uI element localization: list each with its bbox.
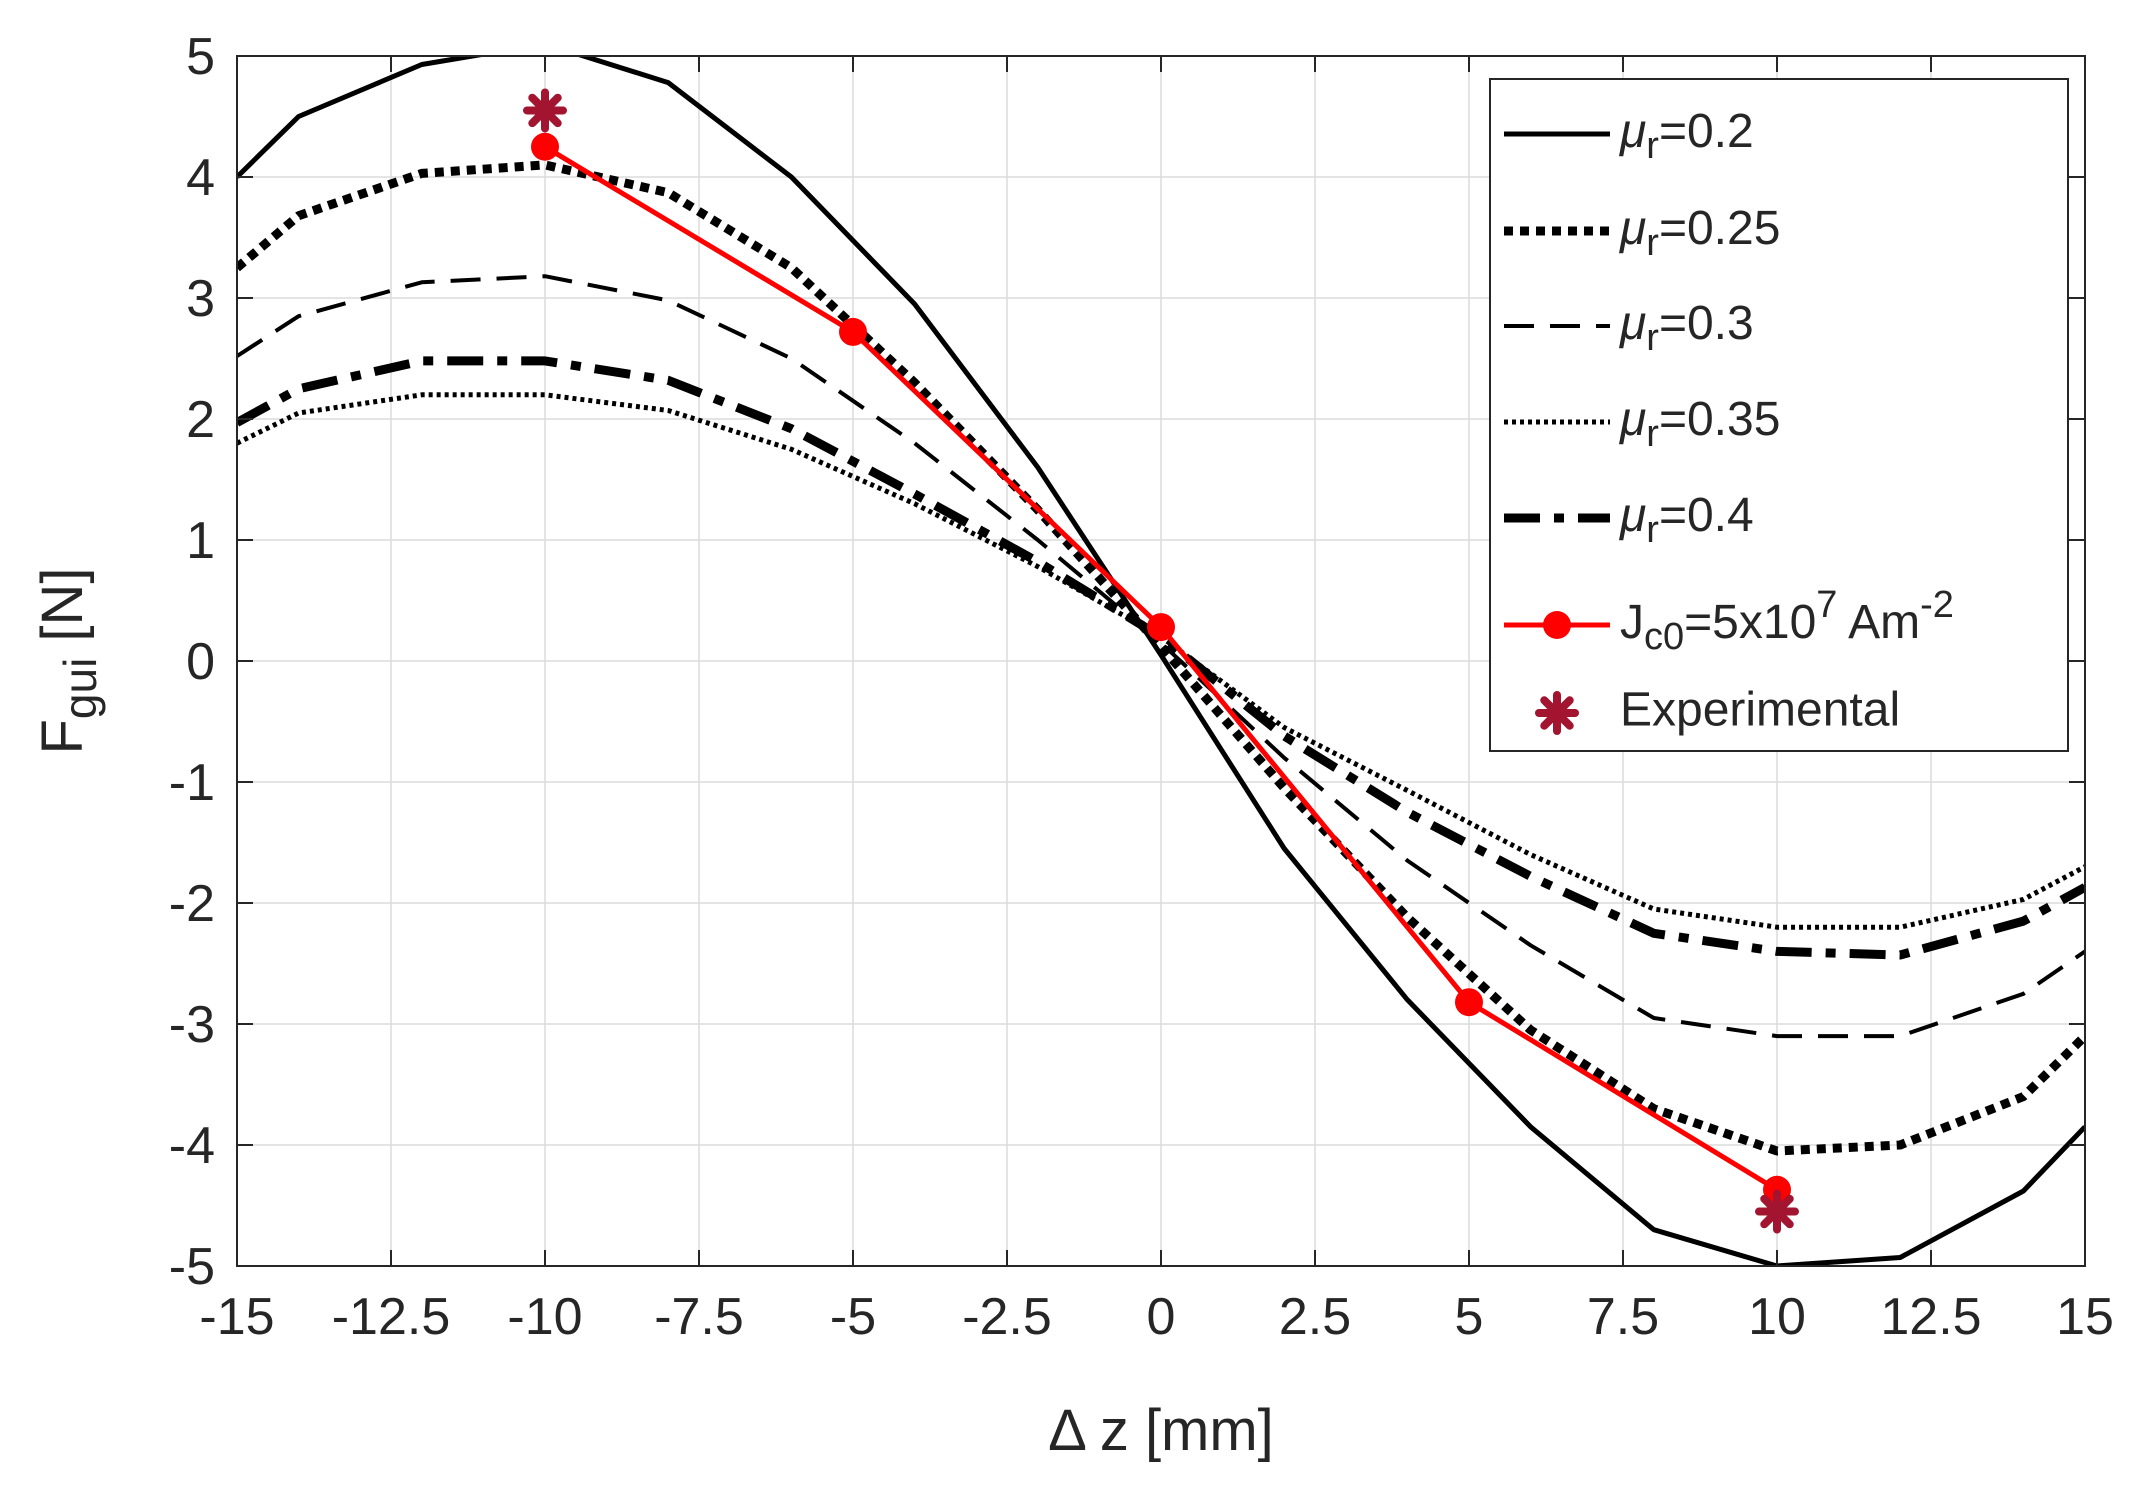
- x-tick-label: -5: [830, 1288, 876, 1346]
- y-tick-label: -5: [169, 1238, 215, 1296]
- y-tick-label: -3: [169, 996, 215, 1054]
- legend-asterisk-marker-stroke: [1540, 696, 1574, 730]
- series-experimental-point: [523, 88, 567, 133]
- x-tick-label: 2.5: [1279, 1288, 1351, 1346]
- x-tick-label: -2.5: [962, 1288, 1052, 1346]
- legend-label-mu-0.35: μr=0.35: [1618, 393, 1780, 455]
- series--r-0-2-line: [237, 56, 2085, 1266]
- x-tick-label: 15: [2056, 1288, 2114, 1346]
- y-tick-label: -1: [169, 754, 215, 812]
- y-axis-label: Fgui [N]: [30, 567, 106, 754]
- series--r-0-25-line: [237, 160, 2085, 1156]
- y-axis-label-main: F: [30, 719, 95, 754]
- series-jc0-5x10-7-am-2-point: [1455, 988, 1483, 1017]
- x-tick-label: -15: [199, 1288, 274, 1346]
- x-tick-label: -10: [507, 1288, 582, 1346]
- x-tick-label: 10: [1748, 1288, 1806, 1346]
- x-tick-label: -7.5: [654, 1288, 744, 1346]
- y-tick-label: 5: [186, 28, 215, 86]
- legend-label-mu-0.2: μr=0.2: [1618, 105, 1754, 167]
- y-axis-label-sub: gui: [54, 658, 106, 719]
- series--r-0-3-line: [237, 274, 2085, 1039]
- legend-asterisk-marker: [1535, 691, 1579, 735]
- y-tick-label: 2: [186, 391, 215, 449]
- series-experimental-point-stroke: [1760, 1194, 1794, 1229]
- series--r-0-4-line: [237, 356, 2085, 960]
- x-axis-label: Δ z [mm]: [1048, 1398, 1274, 1463]
- series-group: [237, 56, 2085, 1266]
- legend-label-mu-0.4: μr=0.4: [1618, 489, 1754, 551]
- legend-swatch-experimental: [1535, 691, 1579, 735]
- legend-label-mu-0.3: μr=0.3: [1618, 297, 1754, 359]
- y-tick-label: -2: [169, 875, 215, 933]
- y-tick-label: 3: [186, 270, 215, 328]
- x-tick-label: 0: [1147, 1288, 1176, 1346]
- series-jc0-5x10-7-am-2-point: [839, 317, 867, 346]
- series-jc0-5x10-7-am-2-point: [531, 132, 559, 161]
- legend-label-jc0: Jc0=5x107 Am-2: [1620, 584, 1954, 658]
- legend-label-experimental: Experimental: [1620, 684, 1900, 737]
- x-tick-label: 7.5: [1587, 1288, 1659, 1346]
- legend-box: [1489, 78, 2069, 752]
- x-tick-label: -12.5: [332, 1288, 451, 1346]
- legend: μr=0.2 μr=0.25 μr=0.3 μr=0.35 μr=0.4 Jc0…: [1489, 78, 2069, 752]
- y-tick-label: 1: [186, 512, 215, 570]
- series-jc0-5x10-7-am-2-point: [1147, 613, 1175, 642]
- legend-label-mu-0.25: μr=0.25: [1618, 202, 1780, 264]
- legend-swatch-jc0-marker: [1543, 611, 1571, 639]
- y-tick-label: 0: [186, 633, 215, 691]
- x-tick-label: 12.5: [1880, 1288, 1981, 1346]
- y-axis-label-unit: [N]: [30, 567, 95, 657]
- y-tick-label: -4: [169, 1117, 215, 1175]
- axis-ticks: -15 -12.5 -10 -7.5 -5 -2.5 0 2.5 5 7.5 10 12.5 15-5-…: [169, 28, 2114, 1346]
- x-tick-label: 5: [1455, 1288, 1484, 1346]
- y-tick-label: 4: [186, 149, 215, 207]
- series-experimental-point-stroke: [528, 93, 562, 128]
- series-experimental-point: [1755, 1189, 1799, 1234]
